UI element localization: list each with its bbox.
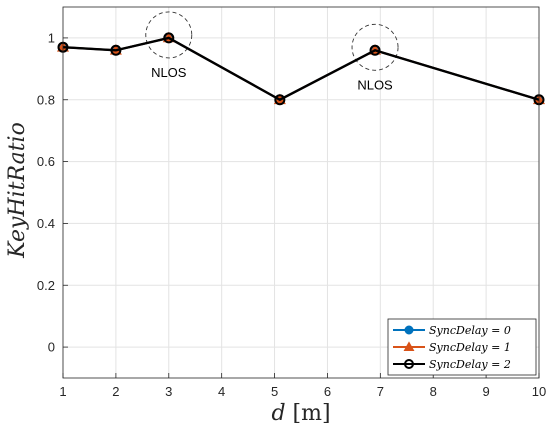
tick-labels: 1 2 3 4 5 6 7 8 9 10 0 0.2 0.4 0.6 0.8 1: [37, 30, 546, 399]
legend-label: SyncDelay = 0: [429, 324, 511, 337]
x-tick-label: 4: [218, 384, 225, 399]
x-axis-variable: d: [271, 401, 285, 426]
data-point: [403, 341, 415, 351]
plot-frame: [62, 6, 540, 379]
series-line: [62, 36, 540, 102]
data-point: [274, 94, 286, 106]
nlos-highlight-circle: [145, 11, 193, 59]
data-point: [110, 44, 122, 56]
legend-label: SyncDelay = 1: [429, 341, 511, 354]
x-tick-label: 7: [377, 384, 384, 399]
x-tick-label: 2: [112, 384, 119, 399]
y-tick-label: 1: [48, 30, 55, 45]
x-tick-label: 6: [324, 384, 331, 399]
annotation-label: NLOS: [151, 65, 187, 80]
y-tick-label: 0.2: [37, 278, 55, 293]
x-axis-label: d [m]: [271, 401, 330, 426]
y-tick-label: 0.8: [37, 92, 55, 107]
x-tick-label: 5: [271, 384, 278, 399]
legend-entry: SyncDelay = 0: [393, 324, 511, 337]
series-syncdelay-2: [57, 32, 545, 106]
y-axis-label: KeyHitRatio: [5, 122, 30, 259]
x-tick-label: 8: [430, 384, 437, 399]
data-point: [163, 32, 175, 44]
plot-background: [63, 7, 539, 378]
legend-entry: SyncDelay = 1: [393, 341, 511, 354]
y-tick-label: 0: [48, 340, 55, 355]
x-axis-unit: [m]: [293, 401, 331, 426]
data-point: [369, 44, 381, 56]
legend-label: SyncDelay = 2: [429, 358, 511, 371]
x-tick-label: 10: [532, 384, 546, 399]
y-tick-label: 0.6: [37, 154, 55, 169]
x-tick-label: 9: [482, 384, 489, 399]
data-point: [404, 325, 414, 335]
annotation-label: NLOS: [357, 77, 393, 92]
x-tick-label: 1: [59, 384, 66, 399]
nlos-highlight-circle: [351, 23, 399, 71]
x-tick-label: 3: [165, 384, 172, 399]
legend-entry: SyncDelay = 2: [393, 358, 511, 371]
annotations: NLOS NLOS: [145, 11, 399, 92]
data-point: [404, 359, 414, 369]
series-group: [56, 31, 546, 106]
legend: SyncDelay = 0 SyncDelay = 1 SyncDelay = 2: [387, 318, 537, 376]
y-tick-label: 0.4: [37, 216, 55, 231]
